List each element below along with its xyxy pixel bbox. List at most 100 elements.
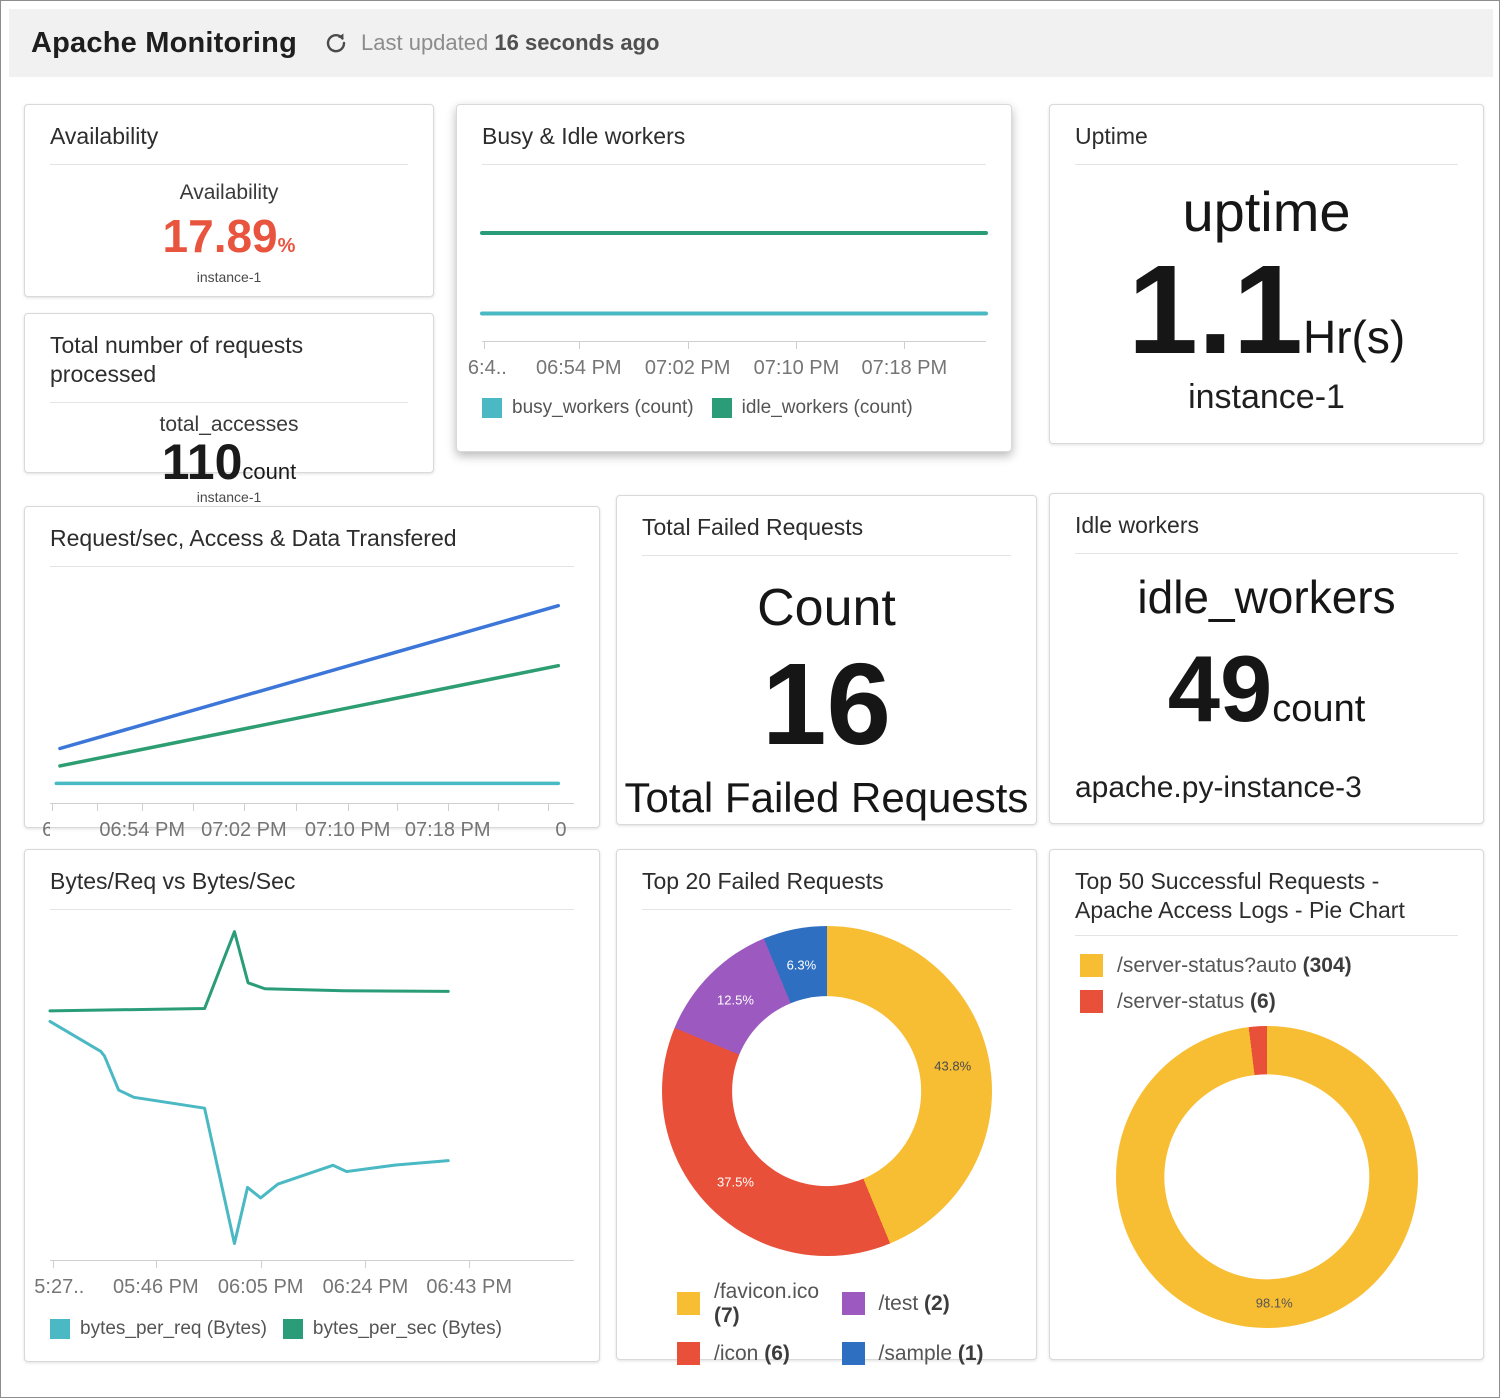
slice-swatch — [677, 1292, 700, 1316]
total-failed-value: 16 — [761, 638, 892, 769]
panel-idle-workers: Idle workers idle_workers 49 count apach… — [1049, 493, 1484, 824]
uptime-stat: uptime 1.1 Hr(s) instance-1 — [1050, 179, 1483, 417]
panel-availability: Availability Availability 17.89 % instan… — [24, 104, 434, 297]
legend-item-idle-workers[interactable]: idle_workers (count) — [711, 397, 913, 419]
instance-label: apache.py-instance-3 — [1075, 771, 1362, 804]
divider — [1075, 163, 1458, 165]
panel-busy-idle-workers: Busy & Idle workers 6:4.. 06:54 PM 07:02 P… — [456, 104, 1012, 452]
metric-caption: Total Failed Requests — [624, 773, 1029, 821]
request-sec-plot-area[interactable] — [50, 585, 574, 803]
legend-item-busy-workers[interactable]: busy_workers (count) — [482, 397, 694, 419]
axis-tick-label: 07:10 PM — [304, 818, 391, 841]
axis-tick-mark — [193, 803, 195, 811]
idle-workers-value: 49 — [1167, 635, 1273, 741]
divider — [642, 554, 1011, 556]
axis-tick-mark — [97, 803, 99, 811]
axis-tick-mark — [447, 803, 449, 811]
slice-swatch — [1080, 990, 1103, 1013]
legend-item-server-status-auto[interactable]: /server-status?auto (304) — [1080, 954, 1458, 978]
x-axis — [50, 1259, 574, 1268]
slice-swatch — [1080, 954, 1103, 977]
last-updated-value: 16 seconds ago — [494, 30, 660, 55]
legend-item-bytes-per-sec[interactable]: bytes_per_sec (Bytes) — [282, 1318, 502, 1340]
top20-donut-chart[interactable]: 43.8% 37.5% 12.5% 6.3% — [661, 925, 992, 1256]
legend-label: bytes_per_req (Bytes) — [80, 1317, 267, 1339]
axis-tick-mark — [904, 341, 906, 349]
panel-uptime: Uptime uptime 1.1 Hr(s) instance-1 — [1049, 104, 1484, 444]
divider — [1075, 552, 1458, 554]
metric-label: uptime — [1182, 179, 1351, 243]
metric-label: Count — [757, 578, 896, 637]
axis-tick-mark — [142, 803, 144, 811]
axis-tick-mark — [397, 803, 399, 811]
total-requests-unit: count — [242, 458, 297, 484]
slice-swatch — [841, 1342, 865, 1366]
divider — [642, 908, 1011, 910]
panel-top50-successful: Top 50 Successful Requests - Apache Acce… — [1049, 849, 1484, 1360]
divider — [1075, 934, 1458, 936]
busy-idle-chart: 6:4.. 06:54 PM 07:02 PM 07:10 PM 07:18 PM — [457, 191, 1011, 383]
axis-tick-label: 06:43 PM — [426, 1275, 512, 1298]
donut-hole — [731, 995, 922, 1186]
refresh-icon-glyph — [326, 33, 346, 53]
legend-item-bytes-per-req[interactable]: bytes_per_req (Bytes) — [50, 1318, 267, 1340]
instance-label: instance-1 — [196, 488, 262, 505]
busy-idle-plot-area[interactable] — [482, 191, 986, 341]
axis-tick-mark — [155, 1260, 157, 1268]
axis-tick-label: 0 — [555, 818, 567, 841]
divider — [50, 565, 574, 567]
panel-title: Top 50 Successful Requests - Apache Acce… — [1050, 850, 1483, 935]
axis-tick-label: 06:54 PM — [535, 356, 622, 379]
panel-request-sec: Request/sec, Access & Data Transfered 6:… — [24, 506, 600, 841]
panel-title: Busy & Idle workers — [482, 123, 686, 149]
bytes-plot-area[interactable] — [50, 930, 574, 1260]
panel-title: Total Failed Requests — [642, 514, 864, 540]
legend-label: /test (2) — [878, 1291, 950, 1315]
legend-item-icon[interactable]: /icon (6) — [677, 1342, 842, 1366]
pie-legend: /server-status?auto (304) /server-status… — [1050, 936, 1483, 1014]
legend-label: /server-status (6) — [1117, 989, 1276, 1013]
series-swatch — [282, 1318, 303, 1339]
chart-legend: busy_workers (count) idle_workers (count… — [482, 397, 1011, 419]
axis-tick-mark — [578, 341, 580, 349]
legend-item-server-status[interactable]: /server-status (6) — [1080, 990, 1458, 1014]
page-title: Apache Monitoring — [31, 26, 298, 59]
panel-title-line2: Apache Access Logs - Pie Chart — [1075, 896, 1405, 923]
panel-title: Bytes/Req vs Bytes/Sec — [50, 868, 296, 894]
instance-label: instance-1 — [196, 268, 262, 285]
pie-legend: /favicon.ico (7) /test (2) /icon (6) /sa… — [617, 1256, 1036, 1366]
bytes-chart: 5:27.. 05:46 PM 06:05 PM 06:24 PM 06:43 PM — [25, 930, 599, 1302]
panel-title-line1: Top 50 Successful Requests - — [1075, 868, 1380, 894]
request-sec-chart: 6:4.. 06:54 PM 07:02 PM 07:10 PM 07:18 PM 0 — [25, 585, 599, 845]
total-requests-stat: total_accesses 110 count instance-1 — [25, 413, 433, 505]
axis-tick-label: 07:10 PM — [753, 356, 840, 379]
donut-hole — [1163, 1073, 1370, 1280]
series-swatch — [482, 397, 502, 418]
legend-item-test[interactable]: /test (2) — [841, 1280, 1007, 1328]
total-failed-stat: Count 16 Total Failed Requests — [617, 578, 1036, 822]
slice-swatch — [677, 1342, 700, 1366]
legend-item-sample[interactable]: /sample (1) — [841, 1341, 1007, 1366]
x-axis — [482, 340, 986, 349]
panel-top20-failed: Top 20 Failed Requests 43.8% 37.5% 12.5% 6.… — [616, 849, 1037, 1366]
legend-item-favicon[interactable]: /favicon.ico (7) — [677, 1280, 842, 1328]
slice-swatch — [841, 1292, 865, 1316]
axis-tick-label: 06:24 PM — [322, 1275, 409, 1298]
divider — [50, 401, 408, 403]
donut-slice-percent-label: 37.5% — [717, 1174, 754, 1190]
axis-tick-mark — [347, 803, 349, 811]
metric-label: Availability — [179, 180, 279, 204]
axis-tick-mark — [53, 1260, 55, 1268]
divider — [50, 163, 408, 165]
axis-tick-mark — [687, 341, 689, 349]
x-axis — [50, 802, 574, 811]
series-swatch — [50, 1318, 70, 1339]
top50-donut-chart[interactable]: 98.1% — [1115, 1025, 1418, 1328]
x-axis-labels: 5:27.. 05:46 PM 06:05 PM 06:24 PM 06:43 PM — [34, 1268, 574, 1302]
axis-tick-mark — [296, 803, 298, 811]
axis-tick-mark — [469, 1260, 471, 1268]
legend-label: /sample (1) — [878, 1341, 984, 1365]
refresh-icon[interactable] — [323, 30, 349, 56]
axis-tick-label: 07:18 PM — [861, 356, 948, 379]
axis-tick-label: 6:4.. — [42, 818, 51, 841]
